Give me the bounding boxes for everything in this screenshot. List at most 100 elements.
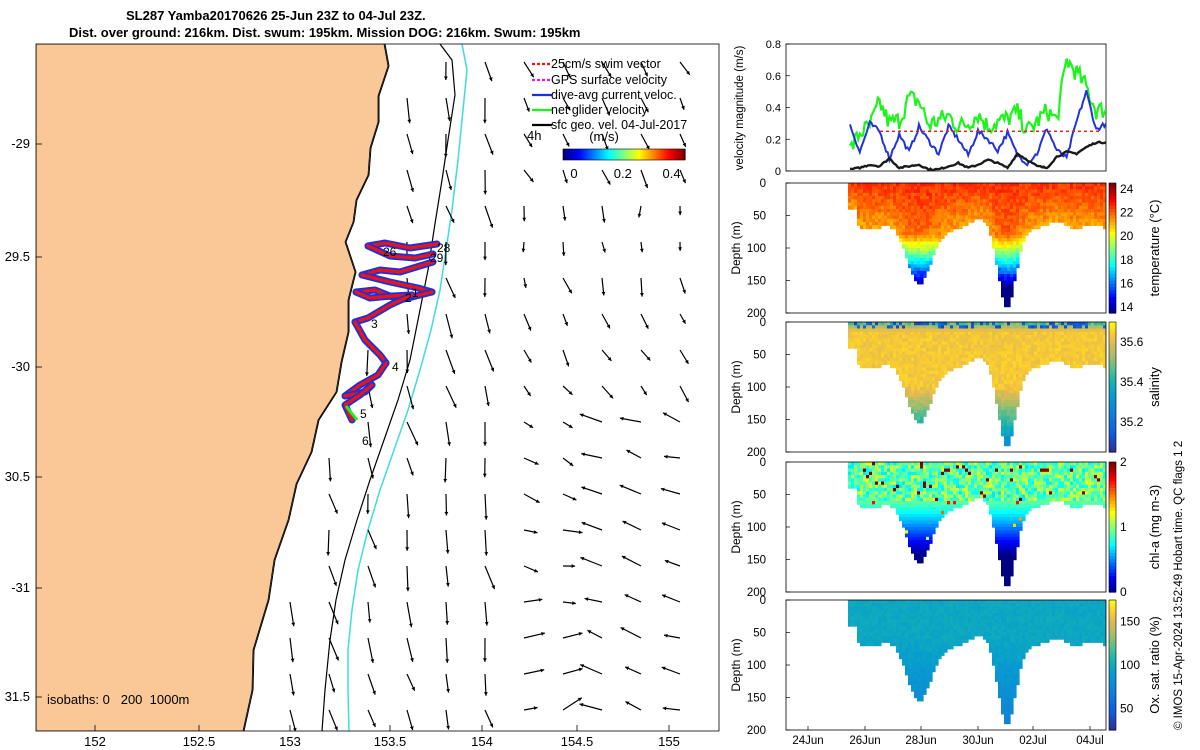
section-cell xyxy=(911,387,915,391)
section-cell xyxy=(932,192,936,197)
section-cell xyxy=(1010,416,1014,421)
section-cell xyxy=(1067,338,1071,343)
section-cell xyxy=(974,338,978,343)
arrow-head xyxy=(533,568,538,573)
section-cell xyxy=(881,202,885,207)
section-cell xyxy=(1052,218,1056,223)
section-cell xyxy=(1025,370,1029,375)
section-cell xyxy=(986,202,990,207)
section-cell xyxy=(863,497,867,502)
arrow-head xyxy=(368,443,373,448)
section-cell xyxy=(1040,501,1044,505)
arrow-head xyxy=(449,334,454,339)
section-cell xyxy=(992,351,996,356)
section-cell xyxy=(1079,322,1083,326)
section-cell xyxy=(872,497,876,502)
track-label: 26 xyxy=(383,245,397,259)
section-cell xyxy=(962,344,966,349)
section-cell xyxy=(914,196,918,200)
arrow-head xyxy=(686,70,690,75)
section-cell xyxy=(1013,357,1017,362)
section-cell xyxy=(947,471,951,476)
section-cell xyxy=(944,468,948,473)
section-cell xyxy=(944,335,948,339)
section-cell xyxy=(917,244,921,249)
section-cell xyxy=(929,536,933,541)
section-cell xyxy=(998,400,1002,404)
section-cell xyxy=(989,183,993,187)
arrow-head xyxy=(529,178,534,182)
section-cell xyxy=(986,222,990,226)
section-cell xyxy=(1073,328,1077,333)
velocity-arrow xyxy=(562,457,574,467)
section-cell xyxy=(1043,183,1047,187)
section-cell xyxy=(923,367,927,372)
swim-vector-segment xyxy=(353,293,414,324)
section-cell xyxy=(929,183,933,187)
section-cell xyxy=(866,338,870,343)
section-cell xyxy=(938,209,942,213)
section-cell xyxy=(1016,212,1020,217)
section-cell xyxy=(1010,331,1014,336)
section-cell xyxy=(878,481,882,486)
section-cell xyxy=(932,354,936,359)
section-cell xyxy=(1016,484,1020,489)
section-colorbar-cell xyxy=(1109,435,1116,440)
section-cell xyxy=(959,215,963,220)
section-cell xyxy=(866,494,870,499)
section-cell xyxy=(1097,357,1101,362)
section-cell xyxy=(1016,380,1020,385)
section-cell xyxy=(923,406,927,411)
section-cell xyxy=(1004,231,1008,236)
section-cell xyxy=(863,361,867,365)
colorbar-cell xyxy=(595,149,599,160)
section-cell xyxy=(1046,341,1050,346)
section-cell xyxy=(1037,331,1041,336)
section-cell xyxy=(932,325,936,330)
section-cell xyxy=(1064,212,1068,217)
section-cell xyxy=(869,192,873,197)
section-cell xyxy=(992,212,996,217)
section-cell xyxy=(920,527,924,531)
velocity-series-line xyxy=(849,140,1106,171)
section-cell xyxy=(1076,361,1080,365)
section-cell xyxy=(917,335,921,339)
section-cell xyxy=(857,218,861,223)
section-cell xyxy=(878,488,882,492)
section-cell xyxy=(1019,370,1023,375)
section-cell xyxy=(890,212,894,217)
section-cell xyxy=(1013,406,1017,411)
velocity-y-label: velocity magnitude (m/s) xyxy=(734,46,746,171)
section-cell xyxy=(920,383,924,388)
section-cell xyxy=(974,189,978,194)
section-cell xyxy=(971,465,975,470)
section-cell xyxy=(1064,325,1068,330)
section-cell xyxy=(1007,504,1011,509)
section-cell xyxy=(1097,183,1101,187)
section-cell xyxy=(872,215,876,220)
arrow-head xyxy=(406,330,411,334)
section-cell xyxy=(1055,322,1059,326)
section-cell xyxy=(965,484,969,489)
section-cell xyxy=(1001,523,1005,528)
section-cell xyxy=(983,497,987,502)
arrow-head xyxy=(624,594,629,598)
section-cell xyxy=(977,341,981,346)
section-cell xyxy=(857,348,861,352)
arrow-head xyxy=(410,471,414,476)
section-cell xyxy=(998,403,1002,408)
section-cell xyxy=(1001,215,1005,220)
section-cell xyxy=(1013,475,1017,479)
section-cell xyxy=(1055,335,1059,339)
arrow-shaft xyxy=(406,493,410,519)
section-cell xyxy=(983,357,987,362)
section-cell xyxy=(947,361,951,365)
section-cell xyxy=(1013,328,1017,333)
colorbar-cell xyxy=(678,149,682,160)
section-cell xyxy=(899,341,903,346)
section-cell xyxy=(989,357,993,362)
chart-title-line1: SL287 Yamba20170626 25-Jun 23Z to 04-Jul… xyxy=(126,8,426,23)
section-cell xyxy=(956,488,960,492)
section-cell xyxy=(848,322,852,326)
section-cell xyxy=(911,199,915,204)
